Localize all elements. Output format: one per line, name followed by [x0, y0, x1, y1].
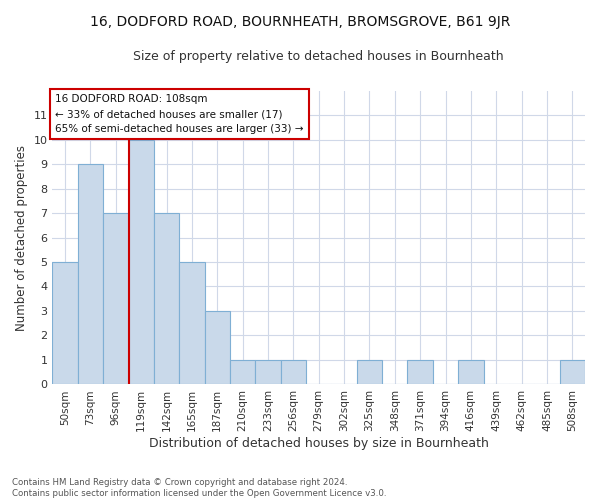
Bar	[281, 360, 306, 384]
Bar	[103, 213, 128, 384]
Bar	[458, 360, 484, 384]
Bar	[407, 360, 433, 384]
Bar	[560, 360, 585, 384]
Bar	[230, 360, 256, 384]
Text: Contains HM Land Registry data © Crown copyright and database right 2024.
Contai: Contains HM Land Registry data © Crown c…	[12, 478, 386, 498]
Y-axis label: Number of detached properties: Number of detached properties	[15, 144, 28, 330]
Bar	[179, 262, 205, 384]
Bar	[52, 262, 78, 384]
Bar	[128, 140, 154, 384]
Text: 16 DODFORD ROAD: 108sqm
← 33% of detached houses are smaller (17)
65% of semi-de: 16 DODFORD ROAD: 108sqm ← 33% of detache…	[55, 94, 304, 134]
Bar	[357, 360, 382, 384]
Title: Size of property relative to detached houses in Bournheath: Size of property relative to detached ho…	[133, 50, 504, 63]
X-axis label: Distribution of detached houses by size in Bournheath: Distribution of detached houses by size …	[149, 437, 488, 450]
Bar	[205, 311, 230, 384]
Text: 16, DODFORD ROAD, BOURNHEATH, BROMSGROVE, B61 9JR: 16, DODFORD ROAD, BOURNHEATH, BROMSGROVE…	[90, 15, 510, 29]
Bar	[78, 164, 103, 384]
Bar	[256, 360, 281, 384]
Bar	[154, 213, 179, 384]
